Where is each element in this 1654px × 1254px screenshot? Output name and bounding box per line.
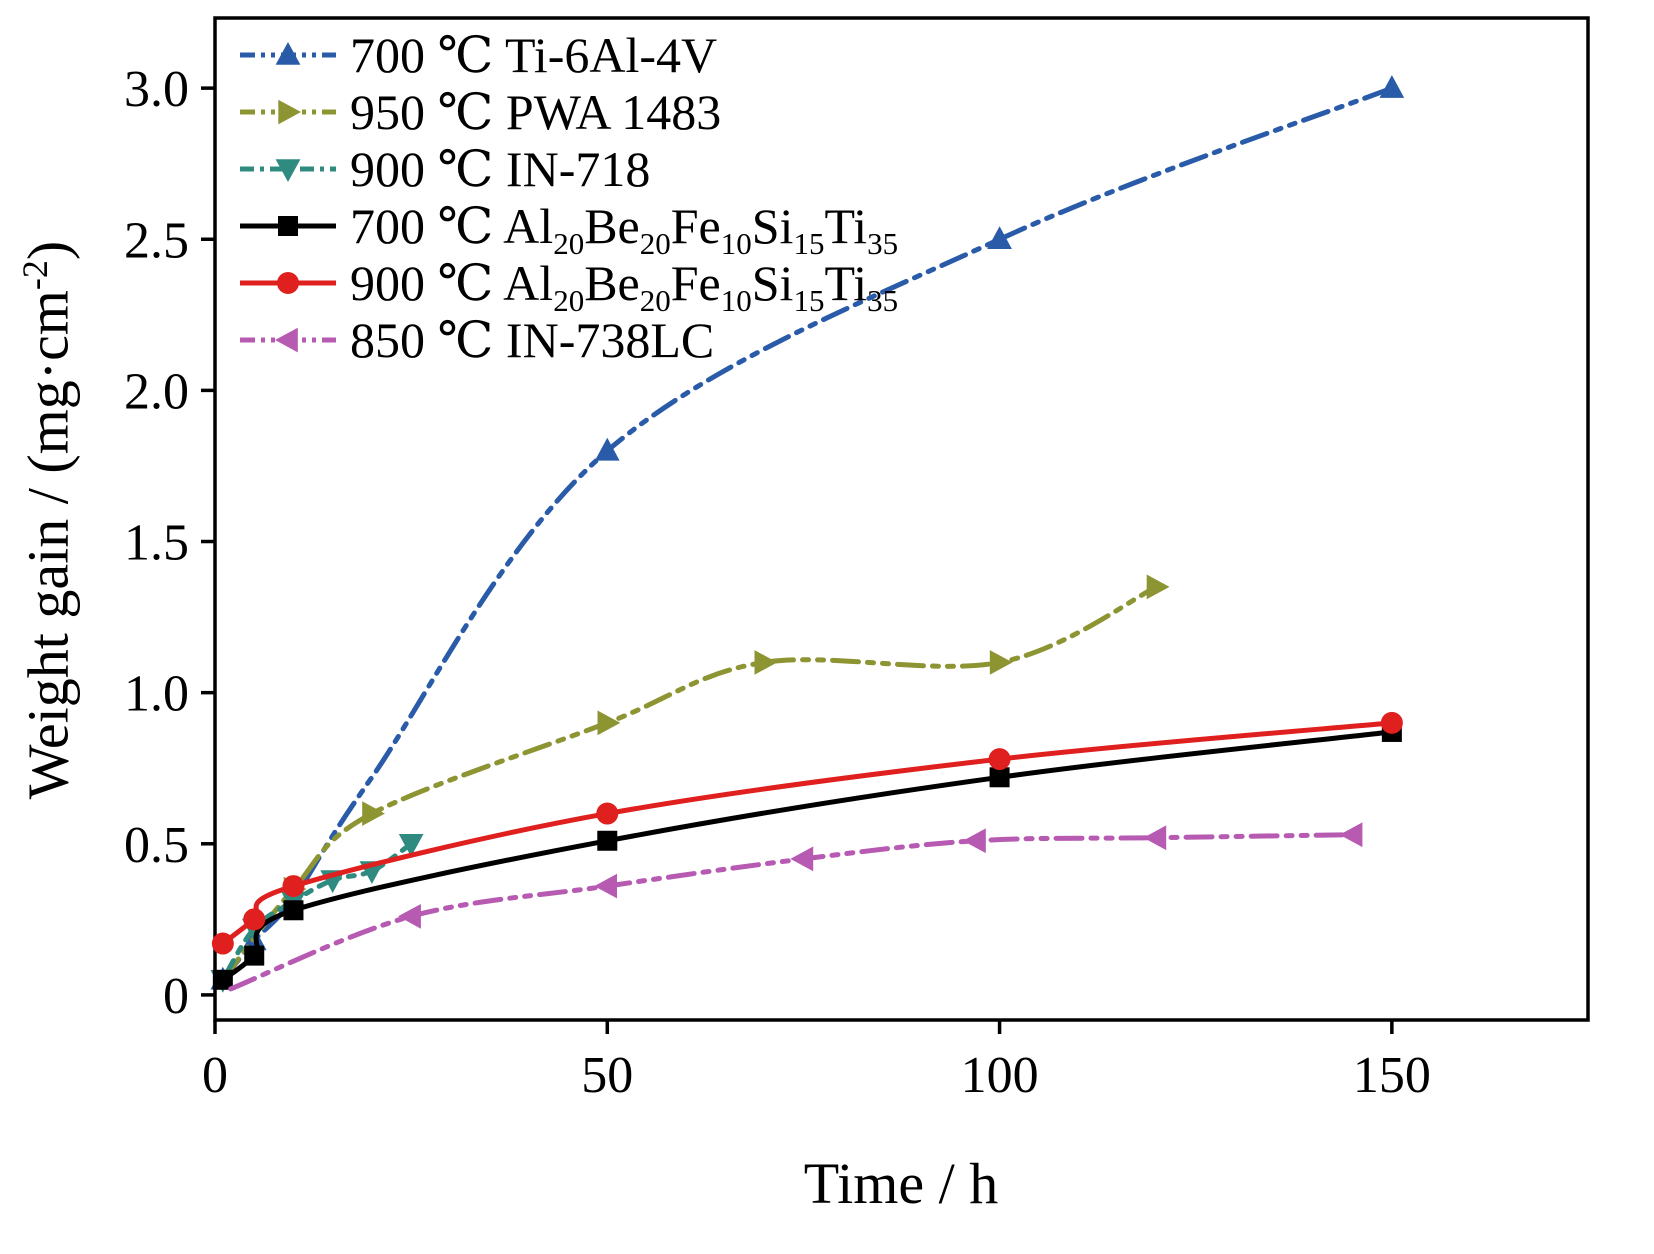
data-point-square <box>283 900 304 921</box>
subscript: 10 <box>720 282 752 318</box>
data-point-triangle-up <box>987 226 1012 249</box>
legend-label: 700 ℃ Al20Be20Fe10Si15Ti35 <box>350 197 899 261</box>
legend-item-700-al20be20fe10si15ti35: 700 ℃ Al20Be20Fe10Si15Ti35 <box>238 197 899 261</box>
legend-marker-triangle-down <box>275 158 301 182</box>
data-point-square <box>244 945 265 966</box>
series-700-al20be20fe10si15ti35 <box>212 721 1402 990</box>
data-point-circle <box>596 802 619 825</box>
superscript: -2 <box>15 260 56 291</box>
y-tick-label: 3.0 <box>124 61 189 118</box>
plot-frame <box>213 16 1590 1022</box>
data-point-triangle-left <box>790 846 814 872</box>
legend-item-900-al20be20fe10si15ti35: 900 ℃ Al20Be20Fe10Si15Ti35 <box>238 254 899 318</box>
data-point-triangle-up <box>594 437 620 461</box>
data-point-triangle-right <box>1146 574 1170 600</box>
series-850-in-738lc <box>228 822 1363 992</box>
subscript: 35 <box>867 282 899 318</box>
subscript: 15 <box>793 225 825 261</box>
data-point-square <box>989 767 1010 788</box>
legend-marker-square <box>278 215 298 236</box>
legend-item-700-ti-6al-4v: 700 ℃ Ti-6Al-4V <box>238 26 898 83</box>
data-point-triangle-left <box>1339 822 1363 848</box>
legend-marker-triangle-right <box>278 99 301 124</box>
subscript: 20 <box>639 225 671 261</box>
y-tick-label: 2.5 <box>124 212 189 269</box>
legend-label: 900 ℃ Al20Be20Fe10Si15Ti35 <box>350 254 899 318</box>
legend-sample-circle <box>240 271 336 294</box>
y-axis-title: Weight gain / (mg·cm-2) <box>15 240 81 800</box>
y-tick-label: 1.5 <box>124 515 189 572</box>
data-point-triangle-right <box>597 710 621 736</box>
subscript: 20 <box>553 282 585 318</box>
data-point-triangle-right <box>989 650 1013 675</box>
legend-item-850-in-738lc: 850 ℃ IN-738LC <box>238 311 898 368</box>
legend-label: 950 ℃ PWA 1483 <box>350 83 722 140</box>
y-tick-label: 0 <box>163 968 189 1025</box>
data-point-triangle-left <box>594 873 617 899</box>
y-tick-label: 2.0 <box>124 363 189 420</box>
subscript: 35 <box>867 225 899 261</box>
legend-item-900-in-718: 900 ℃ IN-718 <box>238 140 898 197</box>
data-point-square <box>212 969 233 990</box>
x-axis-title: Time / h <box>803 1151 999 1216</box>
chart-legend: 700 ℃ Ti-6Al-4V 950 ℃ PWA 1483 900 ℃ IN-71… <box>238 26 898 368</box>
data-point-triangle-right <box>754 650 778 675</box>
data-point-triangle-up <box>1379 75 1405 98</box>
data-point-triangle-left <box>1143 825 1167 851</box>
series-950-pwa-1483 <box>220 574 1170 983</box>
legend-sample-triangle-left <box>240 327 336 352</box>
series-900-al20be20fe10si15ti35 <box>211 711 1403 955</box>
legend-label: 700 ℃ Ti-6Al-4V <box>350 26 718 83</box>
series-line <box>220 720 1395 946</box>
legend-marker-triangle-up <box>275 41 301 65</box>
legend-sample-square <box>240 215 336 236</box>
data-point-triangle-left <box>963 828 986 854</box>
subscript: 20 <box>639 282 671 318</box>
data-point-triangle-right <box>362 801 385 826</box>
y-tick-label: 1.0 <box>124 666 189 723</box>
y-tick-label: 0.5 <box>124 817 189 874</box>
data-point-circle <box>988 748 1011 771</box>
x-tick-label: 100 <box>961 1047 1039 1104</box>
series-line <box>220 584 1159 983</box>
data-point-circle <box>1380 711 1403 734</box>
data-point-triangle-left <box>398 904 421 929</box>
data-point-triangle-down <box>398 834 424 857</box>
legend-label: 850 ℃ IN-738LC <box>350 311 715 368</box>
x-tick-label: 50 <box>581 1047 633 1104</box>
legend-label: 900 ℃ IN-718 <box>350 140 651 197</box>
legend-marker-triangle-left <box>275 327 298 352</box>
subscript: 10 <box>720 225 752 261</box>
legend-sample-triangle-down <box>240 158 336 182</box>
legend-marker-circle <box>277 271 299 294</box>
legend-item-950-pwa-1483: 950 ℃ PWA 1483 <box>238 83 898 140</box>
legend-sample-triangle-up <box>240 41 336 65</box>
legend-sample-triangle-right <box>240 99 336 124</box>
data-point-circle <box>211 932 234 955</box>
data-point-square <box>597 830 618 851</box>
x-tick-label: 0 <box>202 1047 228 1104</box>
subscript: 15 <box>793 282 825 318</box>
subscript: 20 <box>553 225 585 261</box>
x-tick-label: 150 <box>1353 1047 1431 1104</box>
data-point-circle <box>282 875 305 898</box>
data-point-circle <box>243 908 266 931</box>
